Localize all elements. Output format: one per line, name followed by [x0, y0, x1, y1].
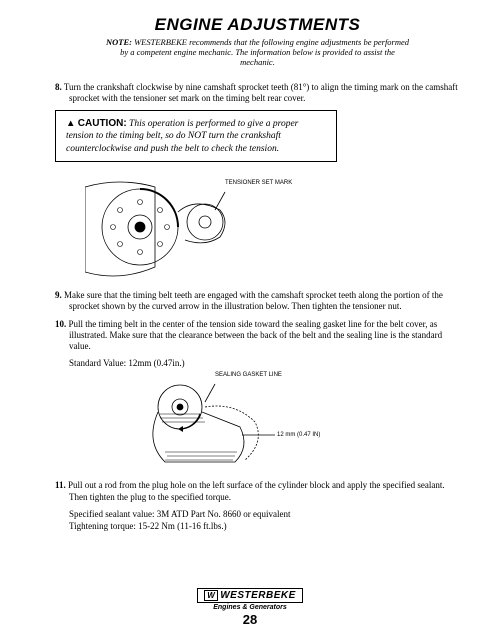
caution-box: ▲ CAUTION: This operation is performed t… [55, 110, 337, 162]
step-text: Turn the crankshaft clockwise by nine ca… [64, 82, 458, 103]
page-title: ENGINE ADJUSTMENTS [55, 15, 460, 35]
brand-tagline: Engines & Generators [0, 604, 500, 611]
step-11: 11. Pull out a rod from the plug hole on… [55, 480, 460, 503]
diagram-gasket: SEALING GASKET LINE 12 mm (0.47 IN) [115, 372, 345, 472]
diagram-label: 12 mm (0.47 IN) [277, 432, 320, 438]
step-num: 11. [55, 480, 66, 490]
step-num: 9. [55, 290, 62, 300]
step-num: 10. [55, 319, 66, 329]
step-10: 10. Pull the timing belt in the center o… [55, 319, 460, 353]
brand-name: WESTERBEKE [220, 590, 296, 601]
note-text: WESTERBEKE recommends that the following… [120, 37, 409, 67]
page-footer: WWESTERBEKE Engines & Generators 28 [0, 585, 500, 627]
step-text: Pull out a rod from the plug hole on the… [68, 480, 445, 501]
torque-value: Tightening torque: 15-22 Nm (11-16 ft.lb… [69, 521, 460, 531]
note-label: NOTE: [106, 37, 132, 47]
diagram-label: SEALING GASKET LINE [215, 372, 282, 378]
step-9: 9. Make sure that the timing belt teeth … [55, 290, 460, 313]
sealant-value: Specified sealant value: 3M ATD Part No.… [69, 509, 460, 519]
warning-icon: ▲ [66, 118, 75, 130]
step-num: 8. [55, 82, 62, 92]
standard-value: Standard Value: 12mm (0.47in.) [69, 358, 460, 368]
step-8: 8. Turn the crankshaft clockwise by nine… [55, 82, 460, 105]
page-number: 28 [0, 612, 500, 627]
diagram-label: TENSIONER SET MARK [225, 180, 292, 186]
diagram-tensioner: TENSIONER SET MARK [85, 172, 315, 282]
step-text: Make sure that the timing belt teeth are… [64, 290, 443, 311]
brand-logo: WWESTERBEKE [197, 588, 303, 603]
brand-w-icon: W [204, 590, 218, 601]
step-text: Pull the timing belt in the center of th… [69, 319, 443, 352]
note-block: NOTE: WESTERBEKE recommends that the fol… [55, 37, 460, 68]
caution-label: CAUTION: [78, 118, 127, 129]
